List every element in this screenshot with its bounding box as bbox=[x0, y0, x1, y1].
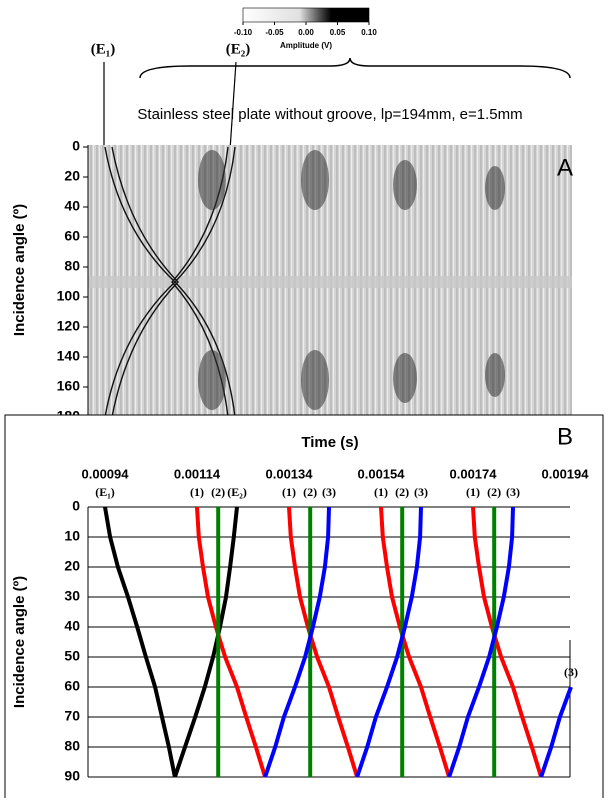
x-axis-label: Time (s) bbox=[301, 434, 358, 451]
colorbar-label: Amplitude (V) bbox=[280, 41, 332, 50]
x-tick-label: 0.00194 bbox=[542, 466, 590, 481]
colorbar-tick-label: -0.05 bbox=[265, 28, 284, 37]
y-tick-label: 20 bbox=[64, 168, 80, 184]
y-tick-label: 70 bbox=[64, 708, 80, 724]
series-label: (2) bbox=[211, 485, 225, 499]
panel-label: A bbox=[557, 154, 573, 181]
x-tick-label: 0.00114 bbox=[174, 466, 221, 481]
series-label: (2) bbox=[487, 485, 501, 499]
data-line bbox=[103, 506, 177, 778]
series-label: (2) bbox=[303, 485, 317, 499]
y-axis-label: Incidence angle (º) bbox=[11, 576, 28, 708]
x-tick-label: 0.00094 bbox=[82, 466, 130, 481]
heatmap-pattern bbox=[198, 150, 505, 410]
data-line bbox=[471, 506, 544, 778]
heatmap bbox=[87, 145, 572, 418]
y-tick-label: 50 bbox=[64, 648, 80, 664]
y-tick-label: 40 bbox=[64, 618, 80, 634]
heatmap-band bbox=[88, 276, 572, 288]
chart-title: Stainless steel plate without groove, lp… bbox=[137, 106, 522, 123]
y-tick-label: 0 bbox=[72, 138, 80, 154]
colorbar-tick-label: 0.10 bbox=[361, 28, 377, 37]
y-tick-label: 160 bbox=[57, 378, 81, 394]
colorbar-tick-label: -0.10 bbox=[234, 28, 253, 37]
y-tick-label: 40 bbox=[64, 198, 80, 214]
x-tick-label: 0.00154 bbox=[358, 466, 406, 481]
y-tick-label: 60 bbox=[64, 678, 80, 694]
data-line bbox=[539, 686, 573, 778]
series-label: (1) bbox=[190, 485, 204, 499]
x-tick-label: 0.00174 bbox=[450, 466, 498, 481]
data-line bbox=[379, 506, 452, 778]
y-tick-label: 60 bbox=[64, 228, 80, 244]
annotation: (E₂) bbox=[226, 41, 251, 57]
y-tick-label: 10 bbox=[64, 528, 80, 544]
y-tick-label: 140 bbox=[57, 348, 81, 364]
y-tick-label: 120 bbox=[57, 318, 81, 334]
axis: 020406080100120140160180 bbox=[57, 138, 88, 424]
heatmap-pattern bbox=[104, 146, 236, 418]
data-line bbox=[195, 506, 268, 778]
series-label: (2) bbox=[395, 485, 409, 499]
data-line bbox=[355, 506, 423, 778]
x-tick-label: 0.00134 bbox=[266, 466, 314, 481]
colorbar: Amplitude (V) -0.10 -0.05 0.00 0.05 0.10 bbox=[234, 7, 377, 50]
data-line bbox=[447, 506, 515, 778]
colorbar-tick-label: 0.00 bbox=[298, 28, 314, 37]
data-line bbox=[287, 506, 360, 778]
y-tick-label: 0 bbox=[72, 498, 80, 514]
data-line bbox=[263, 506, 331, 778]
y-tick-label: 30 bbox=[64, 588, 80, 604]
series-label: (E₁) bbox=[95, 485, 115, 499]
colorbar-scale bbox=[242, 7, 370, 23]
colorbar-tick-label: 0.05 bbox=[330, 28, 346, 37]
y-tick-label: 90 bbox=[64, 768, 80, 784]
series-label: (3) bbox=[322, 485, 336, 499]
y-axis-label: Incidence angle (º) bbox=[11, 204, 28, 336]
panel-label: B bbox=[557, 423, 573, 450]
series-label: (3) bbox=[414, 485, 428, 499]
arrow bbox=[228, 61, 239, 156]
y-tick-label: 20 bbox=[64, 558, 80, 574]
brace bbox=[139, 57, 571, 79]
series-label: (1) bbox=[466, 485, 480, 499]
series-label: (3) bbox=[506, 485, 520, 499]
y-tick-label: 80 bbox=[64, 258, 80, 274]
series-label: (1) bbox=[282, 485, 296, 499]
series-label: (1) bbox=[374, 485, 388, 499]
series-label: (E₂) bbox=[227, 485, 247, 499]
annotation: (E₁) bbox=[91, 41, 116, 57]
series-label: (3) bbox=[564, 665, 578, 679]
y-tick-label: 100 bbox=[57, 288, 81, 304]
y-tick-label: 80 bbox=[64, 738, 80, 754]
